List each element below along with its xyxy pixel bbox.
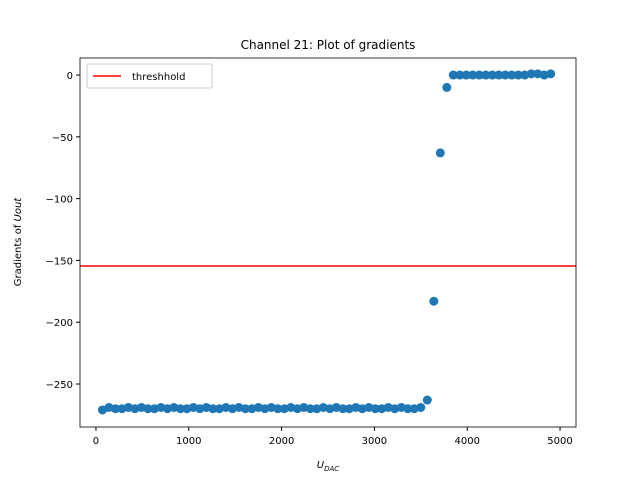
point — [240, 404, 250, 414]
point — [429, 296, 439, 306]
point — [338, 404, 348, 414]
point — [110, 404, 120, 414]
x-tick-label: 3000 — [362, 436, 387, 447]
point — [494, 70, 504, 80]
point — [526, 69, 536, 79]
point — [474, 70, 484, 80]
legend-label: threshhold — [132, 72, 185, 83]
point — [208, 404, 218, 414]
point — [546, 69, 556, 79]
y-tick-label: −200 — [46, 318, 73, 329]
point — [422, 395, 432, 405]
y-tick-label: −50 — [52, 133, 73, 144]
point — [442, 82, 452, 92]
point — [461, 70, 471, 80]
x-tick-label: 2000 — [269, 436, 294, 447]
point — [403, 404, 413, 414]
legend-box — [86, 63, 213, 89]
chart-title: Channel 21: Plot of gradients — [241, 38, 416, 52]
y-tick-label: −150 — [46, 256, 73, 267]
point — [175, 404, 185, 414]
x-tick-label: 4000 — [454, 436, 479, 447]
point — [143, 404, 153, 414]
y-axis-label: Gradients of Uout — [13, 197, 24, 287]
point — [507, 70, 517, 80]
point — [487, 70, 497, 80]
y-tick-label: −250 — [46, 380, 73, 391]
point — [273, 404, 283, 414]
x-label-sub: DAC — [324, 465, 339, 473]
y-tick-label: 0 — [67, 71, 73, 82]
point — [416, 402, 426, 412]
point — [435, 148, 445, 158]
x-tick-label: 1000 — [176, 436, 201, 447]
point — [370, 404, 380, 414]
y-label-italic: Uout — [13, 197, 24, 222]
point — [468, 70, 478, 80]
point — [305, 404, 315, 414]
plot-frame — [79, 57, 577, 428]
x-axis-label: UDAC — [317, 460, 340, 473]
point — [448, 70, 458, 80]
point — [513, 70, 523, 80]
x-label-main: U — [317, 460, 325, 471]
x-tick-label: 0 — [93, 436, 99, 447]
x-tick-label: 5000 — [547, 436, 572, 447]
point — [481, 70, 491, 80]
point — [455, 70, 465, 80]
point — [500, 70, 510, 80]
y-label-main: Gradients of — [13, 221, 24, 286]
y-tick-label: −100 — [46, 195, 73, 206]
